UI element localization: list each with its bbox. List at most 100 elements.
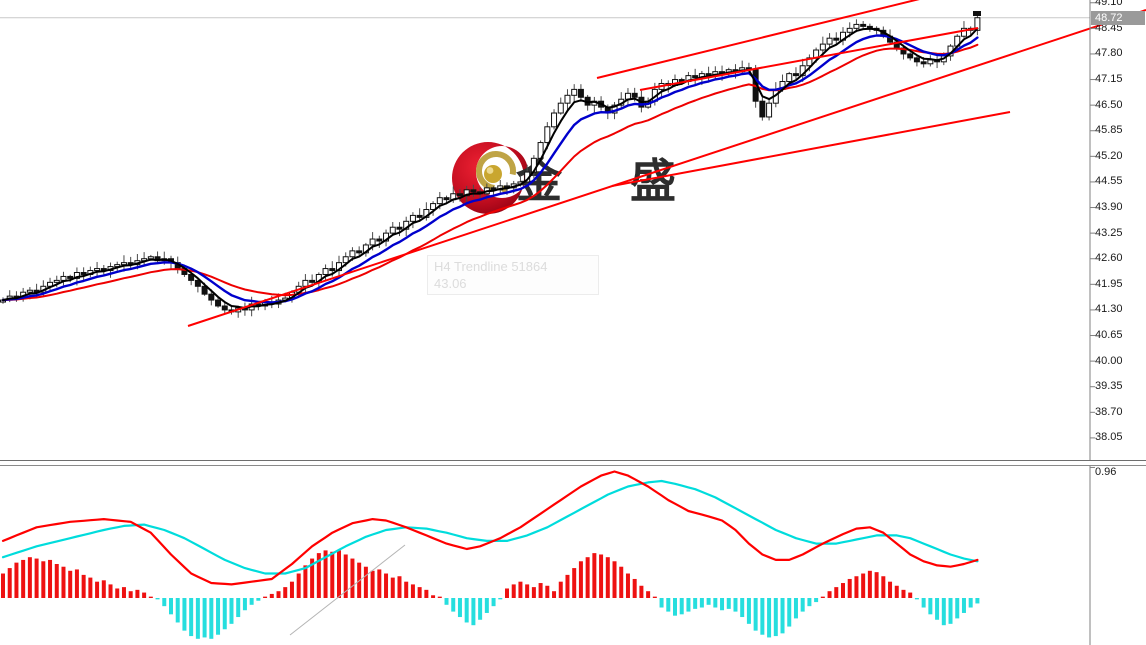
candle (416, 214, 423, 218)
macd-histogram-bar (195, 598, 200, 639)
macd-histogram-bar (686, 598, 691, 612)
price-tick-label: 48.45 (1095, 21, 1123, 34)
candlestick-chart[interactable]: 金 盛 (0, 0, 1146, 460)
macd-histogram-bar (451, 598, 456, 612)
trendlines-group[interactable] (187, 0, 1146, 327)
price-tick-label: 42.60 (1095, 252, 1123, 265)
macd-histogram-bar (854, 576, 859, 598)
candle (631, 92, 638, 98)
candle (759, 100, 766, 118)
candle (766, 102, 773, 118)
logo-gold-ball (484, 165, 502, 183)
macd-indicator-panel[interactable]: 0.96 (0, 466, 1146, 645)
macd-histogram-bar (370, 570, 375, 598)
macd-histogram-bar (478, 598, 483, 620)
macd-histogram-bar (599, 554, 604, 598)
macd-histogram-bar (377, 569, 382, 598)
macd-histogram-bar (249, 598, 254, 605)
macd-histogram-bar (693, 598, 698, 609)
macd-histogram-bar (498, 598, 503, 600)
macd-histogram-bar (343, 554, 348, 598)
trendline-main-support[interactable] (187, 9, 1146, 327)
panel-separator[interactable] (0, 460, 1146, 466)
candle (349, 250, 356, 258)
candle (409, 214, 416, 222)
candle (786, 73, 793, 83)
candle (571, 88, 578, 96)
candle (456, 193, 463, 197)
candle (356, 250, 363, 254)
candle (853, 23, 860, 29)
macd-histogram-bar (155, 598, 160, 600)
price-tick-label: 46.50 (1095, 98, 1123, 111)
macd-histogram-bar (827, 591, 832, 598)
candle (369, 238, 376, 246)
candle (329, 268, 336, 272)
macd-histogram-bar (337, 550, 341, 598)
macd-histogram-bar (410, 584, 415, 598)
macd-histogram-bar (760, 598, 765, 635)
macd-histogram-bar (511, 584, 516, 598)
price-tick-label: 38.70 (1095, 405, 1123, 418)
macd-histogram-bar (612, 561, 617, 598)
macd-histogram-bar (659, 598, 664, 608)
macd-histogram-bar (699, 598, 704, 608)
chart-end-marker (973, 11, 981, 16)
macd-histogram-bar (921, 598, 926, 608)
macd-histogram-bar (121, 587, 126, 598)
indicator-scale-label: 0.96 (1095, 466, 1117, 478)
trendline-lower-channel[interactable] (611, 111, 1011, 187)
candle (913, 57, 920, 63)
macd-histogram-bar (935, 598, 940, 620)
macd-histogram-bar (216, 598, 221, 635)
candle (436, 197, 443, 205)
macd-histogram-bar (303, 565, 308, 598)
macd-histogram-bar (437, 596, 442, 598)
candle (430, 203, 437, 211)
macd-histogram-bar (182, 598, 187, 631)
main-chart-panel[interactable]: 金 盛 H4 Trendline 51864 43.06 49.10 48.45 4… (0, 0, 1146, 460)
macd-histogram-bar (457, 598, 462, 618)
macd-histogram-bar (21, 559, 26, 598)
macd-histogram-bar (619, 566, 624, 598)
macd-histogram-bar (330, 551, 335, 598)
candle (26, 289, 33, 293)
macd-histogram-bar (202, 598, 207, 638)
candle (577, 88, 584, 98)
macd-histogram-bar (444, 598, 449, 605)
macd-histogram-bar (941, 598, 946, 626)
macd-histogram-bar (807, 598, 812, 607)
candle (322, 268, 329, 275)
candle (564, 94, 571, 104)
macd-histogram-bar (27, 557, 32, 598)
price-tick-label: 38.05 (1095, 431, 1123, 444)
macd-histogram-bar (525, 584, 530, 598)
candle (342, 256, 349, 264)
trendline-upper-resistance-1[interactable] (596, 0, 940, 79)
macd-histogram-bar (115, 588, 120, 598)
macd-histogram-bar (148, 596, 153, 598)
candle (120, 262, 127, 266)
macd-histogram-bar (289, 581, 294, 598)
current-price-box: 48.72 (1091, 10, 1145, 25)
macd-signal-line (1, 479, 979, 575)
macd-histogram-bar (881, 576, 886, 598)
macd-histogram-bar (652, 596, 657, 598)
macd-histogram-bar (625, 573, 630, 598)
macd-histogram-bar (847, 578, 852, 598)
price-tick-label: 45.85 (1095, 124, 1123, 137)
candle (94, 268, 101, 272)
logo-red-sphere (452, 142, 528, 214)
macd-histogram-bar (484, 598, 489, 613)
macd-histogram-bar (505, 588, 509, 598)
macd-histogram-bar (955, 598, 960, 619)
macd-histogram-bar (68, 570, 73, 598)
macd-histogram-bar (491, 598, 496, 607)
macd-histogram-bar (242, 598, 247, 611)
price-tick-label: 45.20 (1095, 149, 1123, 162)
end-marker (973, 11, 981, 16)
tooltip-value: 43.06 (434, 276, 467, 291)
candle (396, 226, 403, 230)
trendline-upper-resistance-2[interactable] (639, 27, 979, 91)
macd-histogram-bar (397, 576, 402, 598)
